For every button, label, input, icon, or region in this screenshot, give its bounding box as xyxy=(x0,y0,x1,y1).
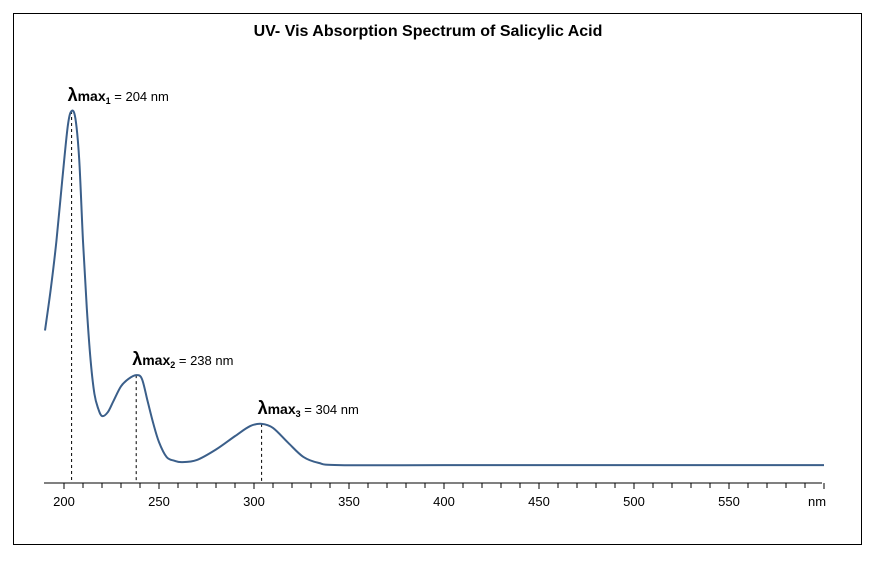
x-tick-label: 500 xyxy=(623,494,645,509)
x-tick-label: 250 xyxy=(148,494,170,509)
peak-label: λmax2 = 238 nm xyxy=(132,349,233,370)
chart-frame xyxy=(13,13,862,545)
x-tick-label: 350 xyxy=(338,494,360,509)
x-tick-label: 550 xyxy=(718,494,740,509)
peak-label: λmax1 = 204 nm xyxy=(68,85,169,106)
x-tick-label: 300 xyxy=(243,494,265,509)
x-tick-label: 400 xyxy=(433,494,455,509)
chart-title: UV- Vis Absorption Spectrum of Salicylic… xyxy=(254,23,603,40)
x-tick-label: 450 xyxy=(528,494,550,509)
x-axis-label: nm xyxy=(808,494,826,509)
spectrum-line xyxy=(44,109,824,467)
peak-label: λmax3 = 304 nm xyxy=(258,398,359,419)
x-tick-label: 200 xyxy=(53,494,75,509)
